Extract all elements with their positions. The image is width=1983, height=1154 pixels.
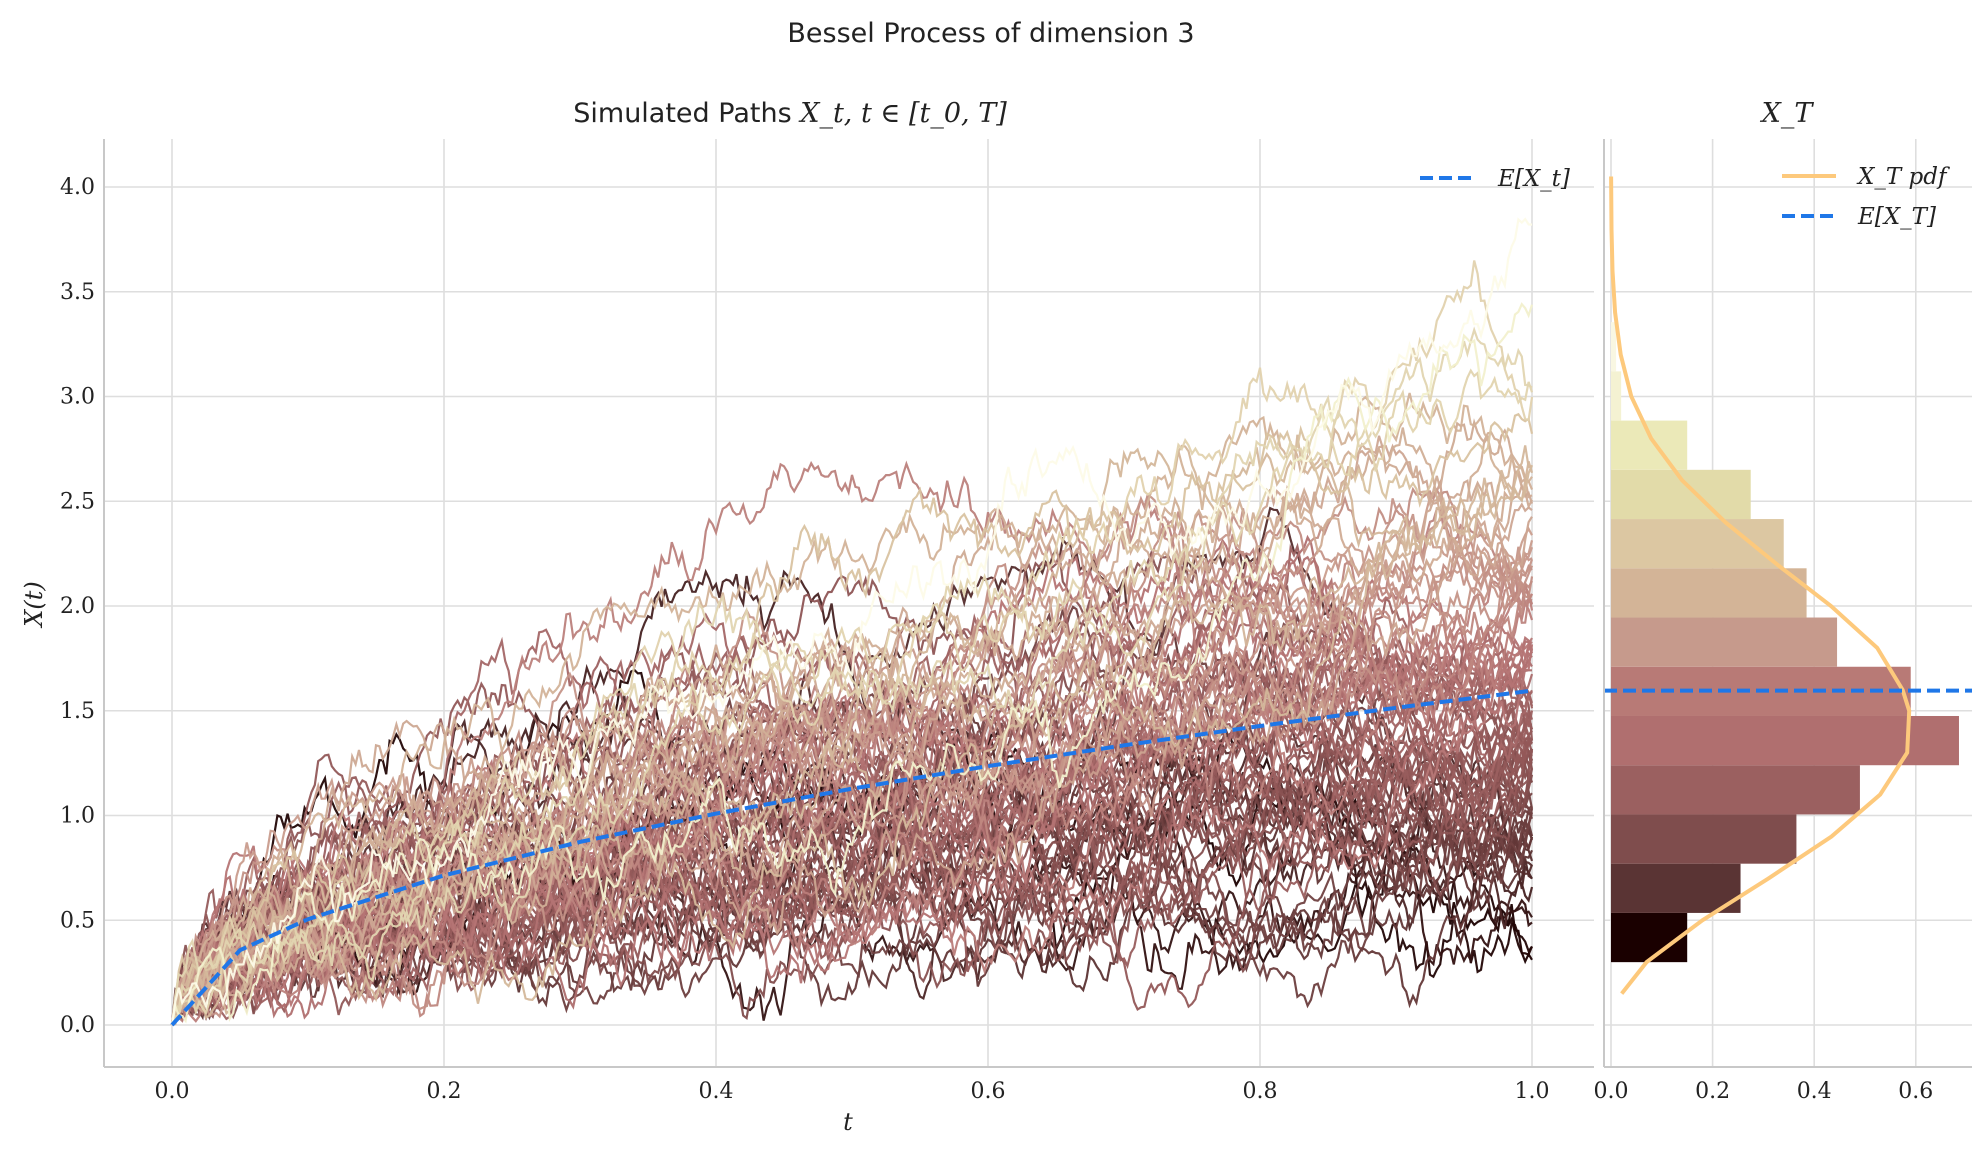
histogram-bar — [1611, 371, 1622, 421]
main-mean-curve — [170, 688, 1533, 1027]
histogram-bar — [1611, 568, 1807, 618]
simulated-path-line — [170, 479, 1534, 1026]
simulated-path-line — [170, 217, 1533, 1026]
side-x-tick-label: 0.2 — [1695, 1079, 1730, 1104]
histogram-bar — [1611, 715, 1959, 766]
simulated-path-line — [170, 516, 1533, 1026]
histogram-bar — [1611, 814, 1797, 864]
main-x-label: t — [843, 1108, 853, 1136]
main-x-tick-label: 0.2 — [427, 1079, 462, 1104]
main-x-tick-label: 0.6 — [971, 1079, 1006, 1104]
simulated-path-line — [170, 558, 1534, 1026]
main-x-tick-label: 0.4 — [699, 1079, 734, 1104]
histogram-bar — [1611, 519, 1784, 569]
simulated-path-line — [170, 468, 1533, 1026]
histogram-bar — [1611, 322, 1617, 372]
histogram-bar — [1611, 617, 1838, 667]
side-x-tick-label: 0.0 — [1594, 1079, 1629, 1104]
main-x-tick-label: 0.0 — [155, 1079, 190, 1104]
main-y-tick-label: 2.0 — [60, 594, 95, 619]
side-pdf — [1609, 176, 1912, 995]
main-x-tick-label: 0.8 — [1243, 1079, 1278, 1104]
main-y-tick-label: 0.0 — [60, 1013, 95, 1038]
histogram-bar — [1611, 912, 1688, 963]
pdf-curve-line — [1609, 176, 1912, 995]
histogram-bar — [1611, 765, 1860, 815]
main-x-ticks: 0.0 0.2 0.4 0.6 0.8 1.0 — [155, 1079, 1550, 1104]
main-y-tick-label: 0.5 — [60, 908, 95, 933]
main-y-tick-label: 1.5 — [60, 699, 95, 724]
main-y-tick-label: 3.5 — [60, 280, 95, 305]
side-x-tick-label: 0.4 — [1797, 1079, 1832, 1104]
main-legend-mean-label: E[X_t] — [1497, 166, 1570, 192]
simulated-path-line — [170, 464, 1534, 1026]
simulated-path-line — [170, 478, 1533, 1026]
main-paths — [170, 217, 1534, 1027]
simulated-path-line — [170, 652, 1533, 1026]
simulated-path-line — [170, 578, 1534, 1026]
simulated-path-line — [170, 560, 1533, 1026]
simulated-path-line — [170, 528, 1534, 1026]
main-y-tick-label: 3.0 — [60, 385, 95, 410]
histogram-bar — [1611, 420, 1688, 470]
simulated-path-line — [170, 494, 1533, 1026]
simulated-path-line — [171, 460, 1534, 1027]
main-y-tick-label: 4.0 — [60, 175, 95, 200]
side-x-ticks: 0.0 0.2 0.4 0.6 — [1594, 1079, 1934, 1104]
simulated-path-line — [170, 392, 1533, 1026]
side-title: X_T — [1760, 98, 1815, 129]
simulated-path-line — [170, 412, 1534, 1026]
main-y-tick-label: 2.5 — [60, 489, 95, 514]
main-legend: E[X_t] — [1420, 166, 1570, 192]
simulated-path-line — [170, 435, 1533, 1026]
histogram-bar — [1611, 863, 1741, 913]
main-x-tick-label: 1.0 — [1515, 1079, 1550, 1104]
main-y-ticks: 0.0 0.5 1.0 1.5 2.0 2.5 3.0 3.5 4.0 — [60, 175, 95, 1038]
side-legend-pdf-label: X_T pdf — [1856, 164, 1950, 190]
main-title: Simulated Paths X_t, t ∈ [t_0, T] — [573, 98, 1007, 129]
simulated-path-line — [170, 434, 1533, 1026]
main-y-tick-label: 1.0 — [60, 804, 95, 829]
main-panel: Simulated Paths X_t, t ∈ [t_0, T] 0.0 0.2… — [20, 98, 1594, 1136]
simulated-path-line — [170, 647, 1534, 1026]
simulated-path-line — [170, 260, 1534, 1026]
side-x-tick-label: 0.6 — [1898, 1079, 1933, 1104]
side-panel: X_T 0.0 0.2 0.4 0.6 X_T pdf E[X_T] — [1594, 98, 1972, 1104]
mean-curve-line — [170, 688, 1533, 1027]
side-legend: X_T pdf E[X_T] — [1782, 164, 1950, 230]
main-y-label: X(t) — [20, 581, 48, 628]
simulated-path-line — [170, 507, 1533, 1026]
simulated-path-line — [170, 486, 1534, 1026]
figure-suptitle: Bessel Process of dimension 3 — [787, 18, 1194, 49]
simulated-path-line — [170, 599, 1534, 1026]
side-legend-mean-label: E[X_T] — [1857, 204, 1936, 230]
